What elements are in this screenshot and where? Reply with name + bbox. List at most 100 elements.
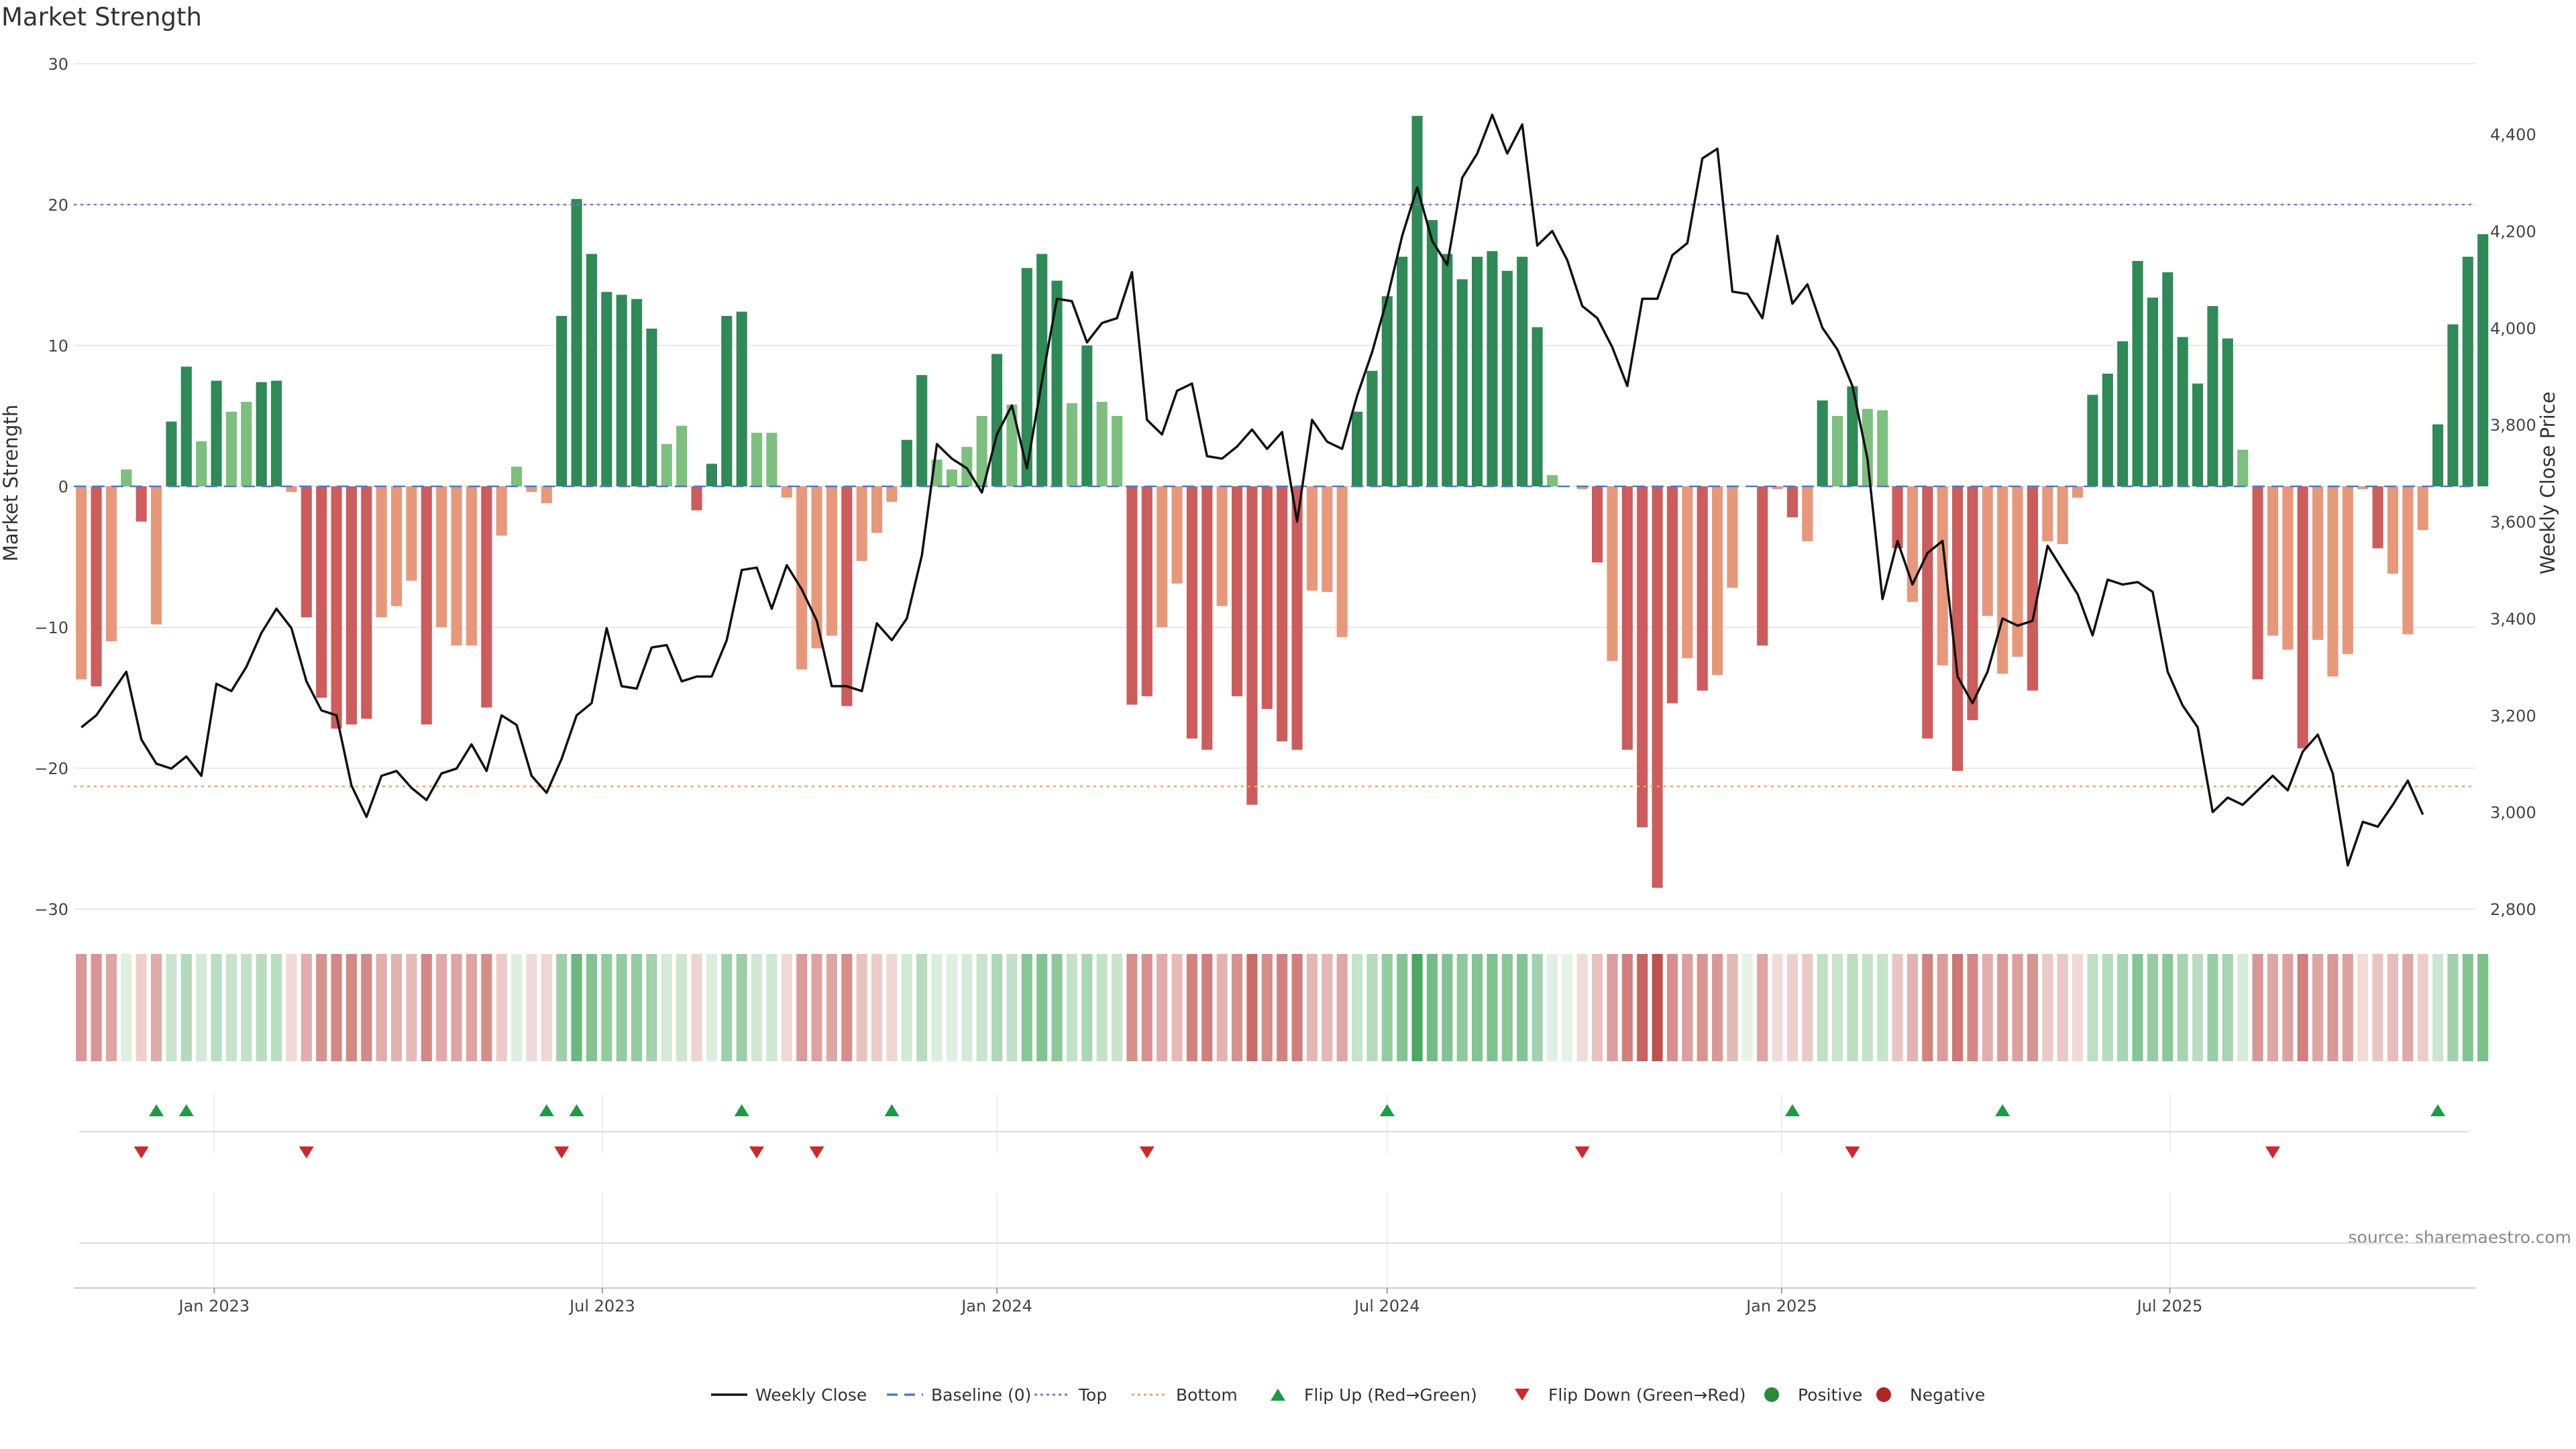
strength-bar [1817, 400, 1828, 486]
heat-cell [1697, 954, 1708, 1061]
strength-bar [991, 354, 1003, 486]
heat-cell [1081, 954, 1093, 1061]
heat-cell [721, 954, 733, 1061]
strength-bar [1922, 486, 1933, 739]
strength-bar [706, 464, 717, 486]
strength-bar [631, 299, 643, 486]
heat-cell [811, 954, 822, 1061]
strength-bar [1847, 386, 1858, 486]
heat-cell [1576, 954, 1588, 1061]
legend-swatch [1271, 1389, 1285, 1401]
strength-bar [1036, 254, 1048, 486]
flip-up-marker [1379, 1104, 1395, 1116]
strength-bar [1081, 345, 1093, 486]
strength-bar [1832, 416, 1843, 486]
heat-cell [301, 954, 312, 1061]
strength-bar [2147, 297, 2158, 486]
heat-cell [121, 954, 132, 1061]
strength-bar [1456, 279, 1468, 486]
heat-cell [421, 954, 432, 1061]
strength-bar [151, 486, 162, 625]
heat-cell [1772, 954, 1783, 1061]
heat-cell [76, 954, 87, 1061]
x-tick-label: Jul 2023 [568, 1297, 635, 1316]
heat-cell [1171, 954, 1183, 1061]
strength-bar [856, 486, 867, 561]
heat-cell [1201, 954, 1213, 1061]
legend-swatch [1876, 1387, 1891, 1402]
heat-cell [751, 954, 763, 1061]
strength-bar [2042, 486, 2053, 541]
strength-bar [1982, 486, 1993, 616]
strength-bar [271, 380, 282, 486]
heat-cell [2342, 954, 2353, 1061]
strength-bar [1411, 115, 1423, 486]
strength-bar [211, 380, 222, 486]
strength-bar [241, 402, 252, 486]
strength-bar [961, 447, 973, 486]
heat-cell [646, 954, 657, 1061]
strength-bar [1141, 486, 1152, 696]
heat-cell [1952, 954, 1964, 1061]
right-tick-label: 3,200 [2490, 706, 2536, 725]
heat-cell [1786, 954, 1798, 1061]
strength-bar [496, 486, 507, 536]
strength-bar [391, 486, 402, 606]
x-tick-label: Jul 2024 [1353, 1297, 1420, 1316]
heat-cell [1802, 954, 1813, 1061]
strength-bar [1592, 486, 1603, 563]
x-tick-label: Jan 2024 [960, 1297, 1032, 1316]
heat-cell [2267, 954, 2278, 1061]
heat-cell [1907, 954, 1918, 1061]
heat-cell [1712, 954, 1723, 1061]
heat-cell [601, 954, 612, 1061]
heat-cell [571, 954, 582, 1061]
x-tick-label: Jul 2025 [2136, 1297, 2203, 1316]
heat-cell [1261, 954, 1273, 1061]
heat-cell [1006, 954, 1018, 1061]
strength-bar [526, 486, 537, 492]
strength-bar [1802, 486, 1813, 541]
heat-cell [661, 954, 672, 1061]
strength-bar [1697, 486, 1708, 691]
heat-cell [1381, 954, 1393, 1061]
strength-bar [1291, 486, 1303, 750]
strength-bar [2132, 261, 2143, 486]
strength-bar [1772, 486, 1783, 490]
strength-bar [2387, 486, 2398, 574]
source-annotation: source: sharemaestro.com [2349, 1228, 2572, 1247]
strength-bar [1501, 270, 1513, 486]
flip-down-marker [1845, 1146, 1860, 1159]
strength-bar [1426, 220, 1438, 486]
strength-bar [2222, 338, 2233, 486]
heat-cell [91, 954, 102, 1061]
right-tick-label: 4,000 [2490, 319, 2536, 338]
heat-cell [1847, 954, 1858, 1061]
heat-cell [2207, 954, 2218, 1061]
left-tick-label: 10 [48, 337, 68, 356]
heat-cell [1817, 954, 1828, 1061]
strength-bar [976, 416, 987, 486]
strength-bar [1637, 486, 1648, 828]
heat-cell [841, 954, 853, 1061]
strength-bar [1666, 486, 1678, 704]
heat-cell [2447, 954, 2459, 1061]
strength-bar [2192, 383, 2204, 486]
legend-item: Baseline (0) [887, 1385, 1031, 1405]
strength-bar [1607, 486, 1618, 661]
flip-down-marker [809, 1146, 824, 1159]
strength-bar [1157, 486, 1168, 627]
heat-cell [2102, 954, 2113, 1061]
strength-bar [196, 441, 207, 486]
strength-bar [1967, 486, 1978, 720]
heat-cell [1352, 954, 1363, 1061]
strength-bar [616, 294, 627, 486]
heat-cell [256, 954, 267, 1061]
strength-bar [1232, 486, 1243, 696]
strength-bar [301, 486, 312, 618]
heat-cell [1291, 954, 1303, 1061]
heat-cell [1336, 954, 1348, 1061]
strength-bar [406, 486, 417, 581]
heat-cell [1892, 954, 1903, 1061]
legend-item: Flip Up (Red→Green) [1271, 1385, 1477, 1405]
